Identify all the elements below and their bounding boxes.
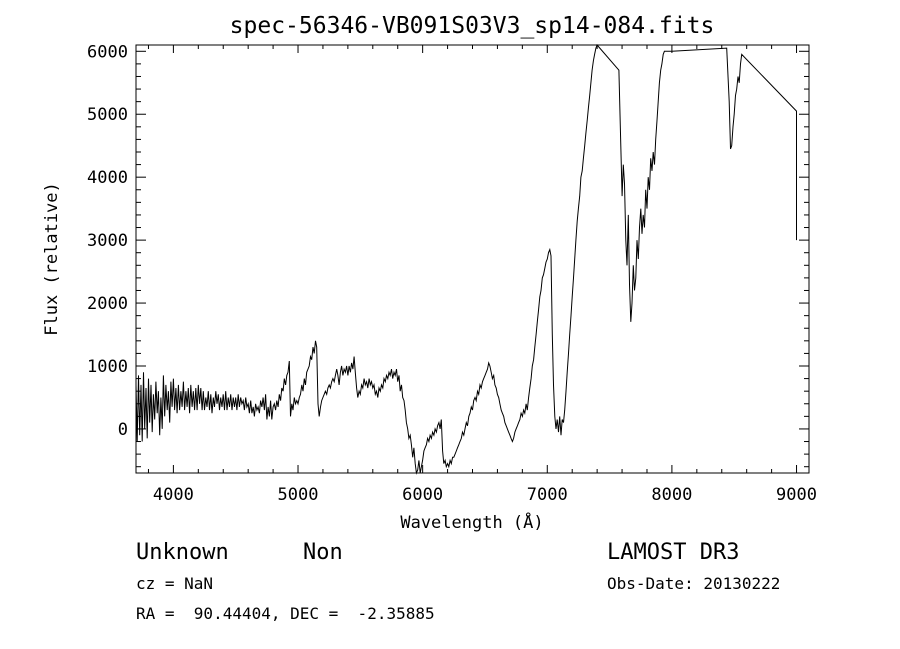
chart-title: spec-56346-VB091S03V3_sp14-084.fits <box>230 13 715 39</box>
y-tick-label: 3000 <box>87 231 128 251</box>
y-tick-label: 1000 <box>87 357 128 377</box>
y-axis-label: Flux (relative) <box>42 182 62 336</box>
x-axis-label: Wavelength (Å) <box>400 511 543 533</box>
y-tick-label: 0 <box>118 420 128 440</box>
y-tick-label: 4000 <box>87 168 128 188</box>
spectrum-line <box>135 44 797 475</box>
redshift-label: cz = NaN <box>136 574 213 593</box>
object-subclass: Non <box>303 540 343 565</box>
x-axis: 4000 5000 6000 7000 8000 9000 <box>147 45 817 505</box>
x-tick-label: 7000 <box>527 485 568 505</box>
y-tick-label: 5000 <box>87 105 128 125</box>
x-tick-label: 4000 <box>153 485 194 505</box>
y-tick-label: 2000 <box>87 294 128 314</box>
x-tick-label: 9000 <box>776 485 817 505</box>
plot-area: 4000 5000 6000 7000 8000 9000 0 1000 2000 3000 40… <box>87 42 817 505</box>
x-tick-label: 6000 <box>402 485 443 505</box>
coordinates-label: RA = 90.44404, DEC = -2.35885 <box>136 604 435 623</box>
y-tick-label: 6000 <box>87 42 128 62</box>
object-class: Unknown <box>136 540 229 565</box>
x-tick-label: 8000 <box>651 485 692 505</box>
obs-date-label: Obs-Date: 20130222 <box>607 574 780 593</box>
survey-label: LAMOST DR3 <box>607 540 739 565</box>
x-tick-label: 5000 <box>278 485 319 505</box>
y-axis: 0 1000 2000 3000 4000 5000 6000 <box>87 42 809 468</box>
